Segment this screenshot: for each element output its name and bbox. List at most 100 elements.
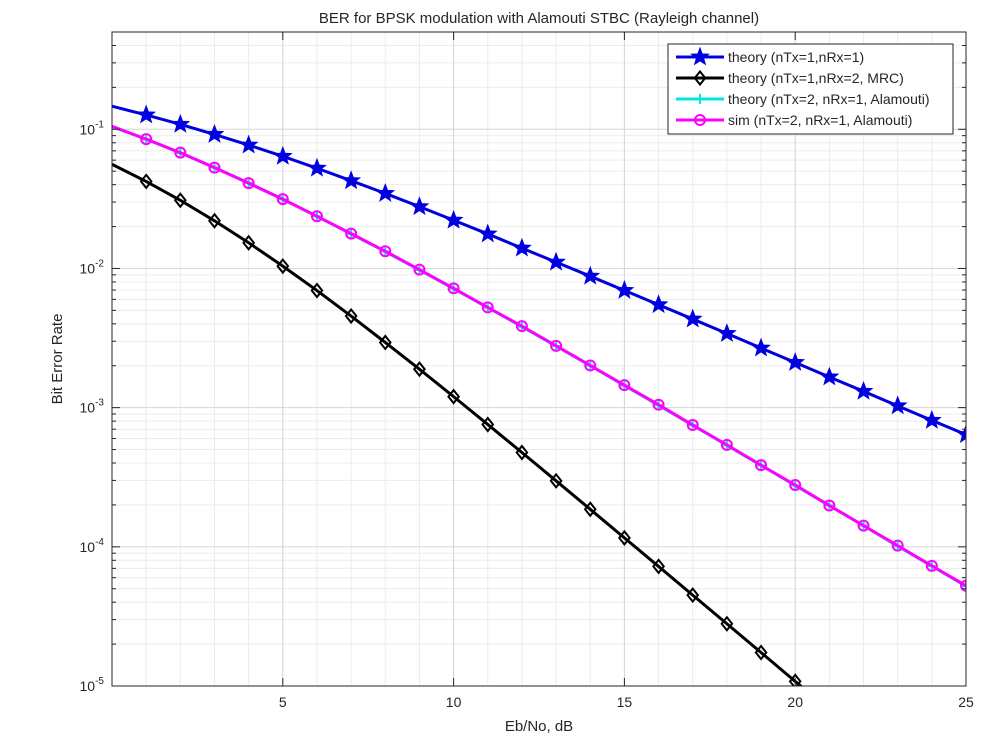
data-point (276, 193, 289, 206)
legend-label: theory (nTx=1,nRx=1) (728, 49, 864, 65)
data-point (853, 380, 874, 400)
data-point (686, 586, 700, 604)
data-point (276, 257, 290, 275)
data-point (583, 501, 597, 518)
data-point (140, 133, 153, 146)
data-point (378, 334, 392, 351)
legend-entry: theory (nTx=2, nRx=1, Alamouti) (676, 91, 930, 107)
x-tick-label: 10 (446, 694, 462, 710)
y-axis-label: Bit Error Rate (49, 314, 66, 405)
data-point (413, 263, 426, 276)
legend: theory (nTx=1,nRx=1) theory (nTx=1,nRx=2,… (667, 43, 954, 135)
data-point (755, 459, 768, 472)
y-tick-label: 10-5 (80, 676, 105, 694)
ticks: 5 10 15 20 25 10-1 10-2 10-3 10-4 10-5 (80, 32, 974, 710)
data-point (961, 581, 966, 592)
data-point (648, 294, 669, 314)
data-point (173, 192, 187, 209)
data-point (310, 282, 324, 299)
data-point (550, 339, 563, 352)
data-point (412, 361, 426, 378)
data-point (208, 161, 221, 174)
y-tick-label: 10-1 (80, 119, 105, 137)
data-point (921, 409, 942, 429)
data-point (447, 282, 460, 295)
legend-entry: theory (nTx=1,nRx=2, MRC) (676, 69, 904, 87)
data-point (716, 323, 737, 342)
y-tick-label: 10-4 (80, 537, 105, 555)
data-point (682, 308, 703, 328)
plot-area (112, 32, 966, 686)
data-point (546, 251, 566, 271)
data-point (345, 227, 358, 240)
x-tick-label: 20 (787, 694, 803, 710)
axes-box (111, 31, 967, 687)
series-3 (112, 124, 966, 592)
data-point (652, 398, 665, 411)
legend-marker (693, 69, 707, 87)
x-tick-label: 5 (279, 694, 287, 710)
data-point (515, 444, 529, 461)
data-point (242, 234, 256, 251)
data-point (512, 237, 532, 257)
data-point (618, 379, 631, 392)
legend-marker (690, 46, 710, 66)
data-point (720, 438, 733, 451)
data-point (272, 145, 293, 165)
series-line (112, 124, 966, 588)
data-point (409, 196, 430, 216)
data-point (344, 307, 358, 325)
series-0 (112, 104, 966, 444)
data-point (887, 395, 908, 415)
data-point (136, 104, 157, 124)
data-point (307, 157, 327, 177)
data-point (891, 539, 904, 552)
data-point (443, 209, 464, 229)
data-point (789, 479, 802, 492)
data-point (379, 245, 392, 258)
data-point (207, 212, 221, 229)
data-point (754, 644, 768, 661)
legend-entry: sim (nTx=2, nRx=1, Alamouti) (676, 112, 912, 128)
legend-entry: theory (nTx=1,nRx=1) (676, 46, 864, 66)
data-point (751, 337, 771, 357)
data-point (614, 280, 635, 299)
data-point (785, 352, 806, 371)
data-point (956, 424, 966, 444)
data-point (481, 416, 495, 433)
data-point (375, 183, 396, 202)
data-point (686, 419, 699, 432)
data-point (341, 170, 362, 190)
legend-label: sim (nTx=2, nRx=1, Alamouti) (728, 112, 912, 128)
data-point (549, 472, 563, 489)
legend-label: theory (nTx=1,nRx=2, MRC) (728, 70, 904, 86)
data-point (823, 499, 836, 512)
data-point (238, 134, 259, 154)
data-point (857, 519, 870, 532)
series-line (112, 162, 804, 686)
data-point (174, 146, 187, 159)
data-point (242, 177, 255, 190)
y-tick-label: 10-2 (80, 258, 105, 276)
data-point (788, 673, 802, 686)
legend-label: theory (nTx=2, nRx=1, Alamouti) (728, 91, 930, 107)
data-point (310, 210, 323, 223)
data-point (960, 579, 966, 592)
data-point (170, 113, 191, 133)
data-point (515, 320, 528, 333)
data-point (819, 366, 840, 386)
legend-marker (694, 114, 706, 126)
series-1 (112, 162, 804, 686)
data-point (652, 558, 666, 575)
data-point (477, 223, 498, 243)
x-tick-label: 15 (617, 694, 633, 710)
data-point (617, 529, 631, 546)
x-tick-label: 25 (958, 694, 974, 710)
data-point (584, 359, 597, 372)
x-axis-label: Eb/No, dB (505, 718, 573, 735)
data-point (580, 265, 601, 285)
data-point (139, 173, 153, 190)
data-point (720, 615, 734, 632)
data-point (481, 301, 494, 314)
